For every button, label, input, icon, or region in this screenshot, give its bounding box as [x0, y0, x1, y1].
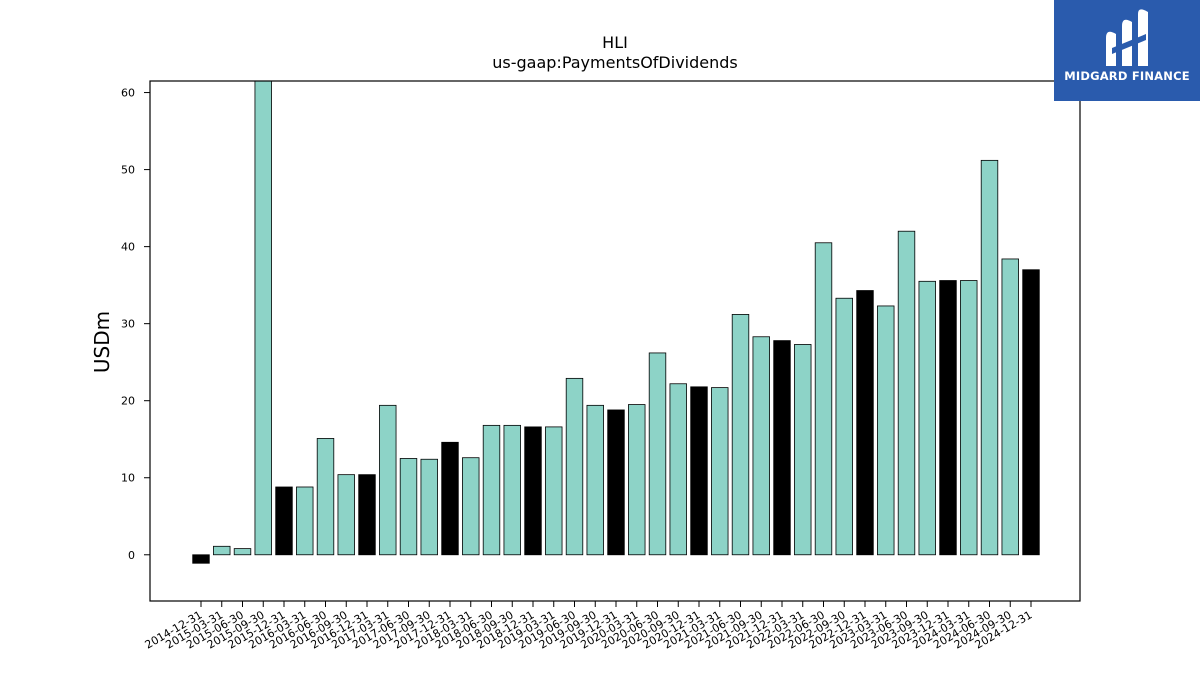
midgard-m-icon: [1106, 9, 1148, 66]
y-tick-label: 0: [128, 549, 135, 562]
bar-2024-06-30: [980, 159, 999, 556]
bar-2023-12-31: [939, 280, 957, 556]
bar-2018-03-31: [462, 457, 480, 556]
bar-2016-12-31: [358, 474, 376, 556]
bar-2018-06-30: [482, 424, 501, 556]
bar-2020-09-30: [669, 383, 687, 556]
bar-2017-03-31: [379, 404, 397, 556]
bar-2022-03-31: [794, 344, 812, 556]
y-tick-label: 60: [121, 87, 135, 100]
bar-2024-12-31: [1022, 269, 1040, 556]
bar-2021-09-30: [752, 336, 770, 556]
bar-2015-06-30: [233, 548, 252, 556]
bar-2018-09-30: [503, 424, 521, 556]
bar-2016-06-30: [316, 438, 335, 556]
chart-title: HLI: [602, 33, 628, 52]
bar-2022-12-31: [856, 290, 874, 556]
bar-2015-09-30: [254, 80, 272, 556]
bar-2024-03-31: [960, 280, 978, 556]
bar-2017-09-30: [420, 458, 438, 556]
bar-2020-12-31: [690, 386, 708, 556]
bar-2014-12-31: [192, 554, 210, 564]
bar-2019-03-31: [545, 426, 563, 556]
bar-2016-09-30: [337, 474, 355, 556]
brand-name: MIDGARD FINANCE: [1064, 69, 1190, 83]
bar-2021-12-31: [773, 340, 791, 556]
bar-2017-06-30: [399, 458, 418, 556]
bar-2017-12-31: [441, 441, 459, 556]
bar-2020-06-30: [648, 352, 667, 556]
bar-2020-03-31: [628, 404, 646, 556]
y-tick-label: 30: [121, 318, 135, 331]
bar-2015-03-31: [213, 545, 231, 556]
y-tick-label: 20: [121, 395, 135, 408]
bar-2019-06-30: [565, 377, 584, 556]
bar-2016-03-31: [296, 486, 314, 556]
bar-2022-06-30: [814, 242, 833, 556]
plot-frame: [149, 80, 1081, 602]
chart-subtitle: us-gaap:PaymentsOfDividends: [492, 53, 737, 72]
bar-2023-09-30: [918, 280, 936, 556]
y-axis-ticks: 0 10 20 30 40 50 60: [121, 87, 150, 562]
bar-2023-06-30: [897, 230, 916, 556]
bar-series: [192, 80, 1040, 564]
bar-2021-03-31: [711, 387, 729, 556]
bar-2021-06-30: [731, 314, 750, 556]
y-axis-label: USDm: [90, 311, 114, 373]
bar-2023-03-31: [877, 305, 895, 556]
bar-2024-09-30: [1001, 258, 1019, 556]
bar-2015-12-31: [275, 486, 293, 556]
bar-2018-12-31: [524, 426, 542, 556]
y-tick-label: 40: [121, 241, 135, 254]
y-tick-label: 10: [121, 472, 135, 485]
brand-logo: MIDGARD FINANCE: [1054, 0, 1200, 101]
y-tick-label: 50: [121, 164, 135, 177]
bar-2022-09-30: [835, 297, 853, 556]
x-axis-ticks: 2014-12-312015-03-312015-06-302015-09-30…: [143, 601, 1035, 652]
bar-2019-09-30: [586, 404, 604, 556]
bar-2019-12-31: [607, 409, 625, 556]
